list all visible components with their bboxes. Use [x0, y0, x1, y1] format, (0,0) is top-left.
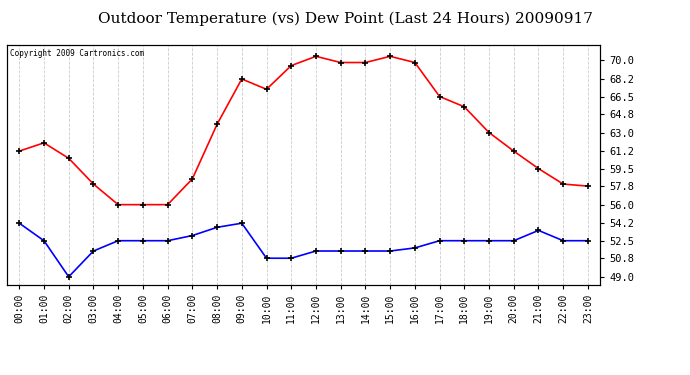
Text: Copyright 2009 Cartronics.com: Copyright 2009 Cartronics.com: [10, 49, 144, 58]
Text: Outdoor Temperature (vs) Dew Point (Last 24 Hours) 20090917: Outdoor Temperature (vs) Dew Point (Last…: [97, 11, 593, 26]
